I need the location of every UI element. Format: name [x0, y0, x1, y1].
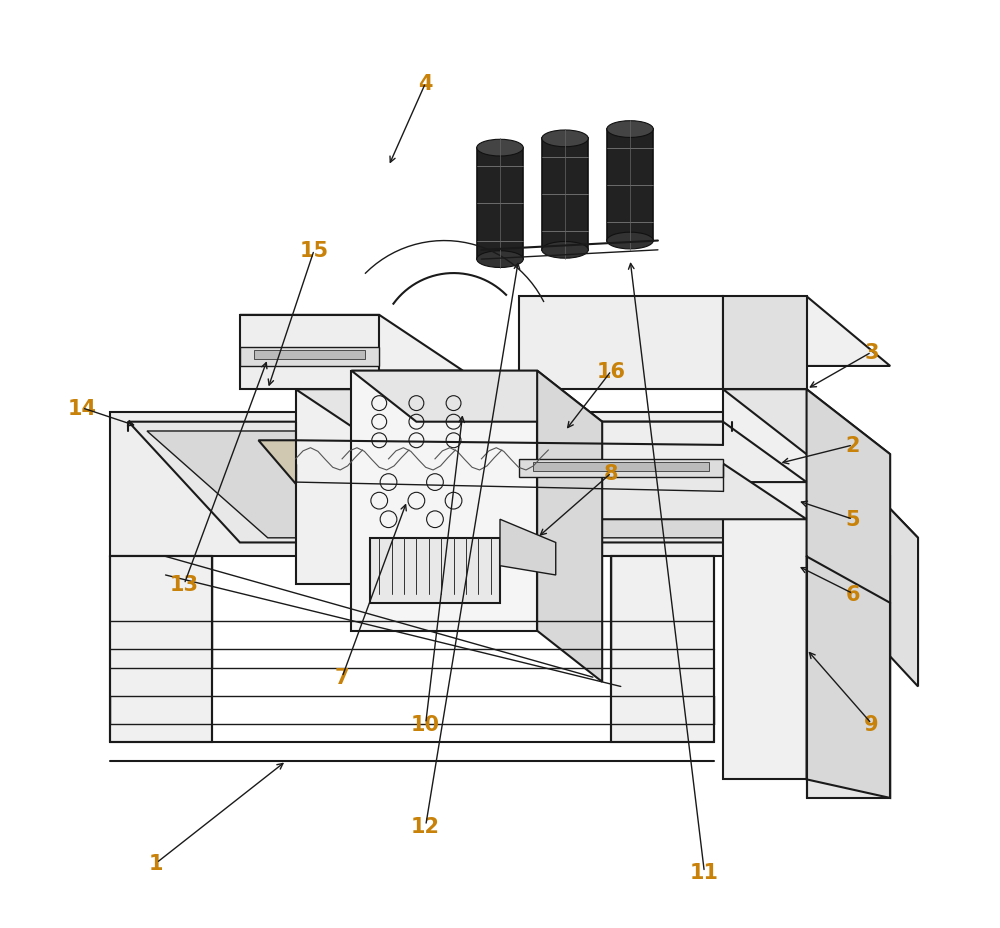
Polygon shape — [519, 297, 890, 367]
Polygon shape — [519, 459, 723, 478]
Bar — [477, 148, 523, 260]
Ellipse shape — [607, 233, 653, 250]
Bar — [611, 557, 714, 742]
Text: 10: 10 — [411, 714, 440, 734]
Polygon shape — [723, 297, 807, 390]
Ellipse shape — [477, 251, 523, 268]
Bar — [542, 139, 588, 251]
Text: 1: 1 — [149, 853, 164, 873]
Text: 16: 16 — [597, 361, 626, 381]
Ellipse shape — [542, 242, 588, 259]
Polygon shape — [240, 316, 463, 371]
Text: 4: 4 — [418, 73, 433, 94]
Polygon shape — [807, 390, 890, 798]
Text: 7: 7 — [335, 667, 349, 688]
Bar — [254, 351, 365, 360]
Polygon shape — [379, 390, 463, 603]
Polygon shape — [296, 390, 379, 585]
Text: 9: 9 — [864, 714, 879, 734]
Text: 14: 14 — [67, 398, 96, 419]
Polygon shape — [723, 390, 890, 455]
Bar — [807, 557, 890, 798]
Bar — [607, 130, 653, 241]
Bar — [240, 316, 379, 390]
Text: 8: 8 — [604, 463, 619, 483]
Ellipse shape — [542, 131, 588, 148]
Polygon shape — [537, 371, 602, 682]
Ellipse shape — [477, 140, 523, 157]
Polygon shape — [723, 390, 807, 780]
Text: 5: 5 — [846, 509, 860, 530]
Text: 12: 12 — [411, 816, 440, 836]
Polygon shape — [797, 413, 918, 687]
Ellipse shape — [607, 122, 653, 138]
Text: 11: 11 — [690, 862, 719, 883]
Polygon shape — [296, 464, 807, 520]
Bar — [370, 538, 500, 603]
Text: 3: 3 — [864, 342, 879, 363]
Polygon shape — [296, 422, 807, 483]
Polygon shape — [147, 432, 825, 538]
Bar — [110, 557, 212, 742]
Bar — [533, 462, 709, 471]
Polygon shape — [351, 371, 537, 631]
Polygon shape — [110, 413, 918, 538]
Text: 6: 6 — [846, 584, 860, 604]
Polygon shape — [296, 390, 463, 445]
Polygon shape — [500, 520, 556, 575]
Text: 13: 13 — [170, 574, 199, 595]
Polygon shape — [110, 413, 797, 557]
Polygon shape — [128, 422, 853, 543]
Polygon shape — [258, 441, 621, 506]
Polygon shape — [351, 371, 602, 422]
Text: 2: 2 — [846, 435, 860, 456]
Bar — [519, 297, 723, 390]
Text: 15: 15 — [300, 240, 329, 261]
Polygon shape — [240, 348, 379, 367]
